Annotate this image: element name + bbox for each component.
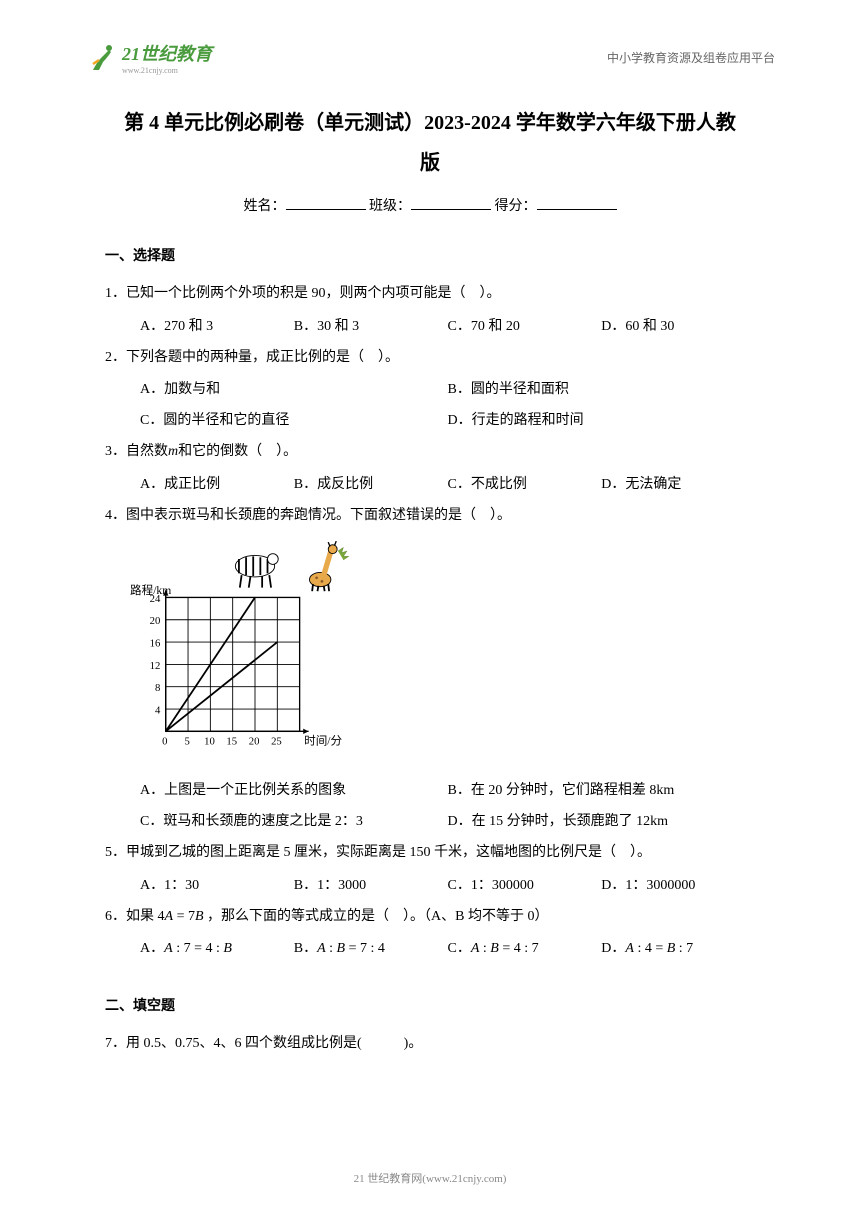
question-2-options: A．加数与和 B．圆的半径和面积 C．圆的半径和它的直径 D．行走的路程和时间 [105,375,755,437]
name-label: 姓名： [244,199,286,214]
logo-runner-icon [85,42,117,74]
logo-brand-text: 21世纪教育 [122,44,212,64]
q2-option-b: B．圆的半径和面积 [448,375,756,406]
question-4-options: A．上图是一个正比例关系的图象 B．在 20 分钟时，它们路程相差 8km C．… [105,776,755,838]
class-blank[interactable] [411,196,491,210]
x-tick-20: 20 [249,736,260,748]
score-label: 得分： [495,199,537,214]
y-tick-24: 24 [150,593,161,605]
logo: 21世纪教育 www.21cnjy.com [85,40,212,75]
x-tick-25: 25 [271,736,282,748]
q1-option-a: A．270 和 3 [140,312,294,343]
y-tick-12: 12 [150,660,161,672]
q2-option-c: C．圆的半径和它的直径 [140,406,448,437]
q6-equation: 4A = 7B [154,909,207,924]
x-axis-arrow [303,729,308,734]
q3-text-post: 和它的倒数（ ）。 [178,444,297,459]
section-2-title: 二、填空题 [105,995,755,1015]
page-footer: 21 世纪教育网(www.21cnjy.com) [0,1170,860,1186]
q4-option-a: A．上图是一个正比例关系的图象 [140,776,448,807]
x-tick-5: 5 [184,736,189,748]
main-content: 第 4 单元比例必刷卷（单元测试）2023-2024 学年数学六年级下册人教 版… [0,85,860,1060]
origin-0: 0 [162,736,167,748]
exam-title-line2: 版 [105,146,755,175]
q3-option-a: A．成正比例 [140,470,294,501]
question-7: 7．用 0.5、0.75、4、6 四个数组成比例是( )。 [105,1029,755,1060]
q1-option-c: C．70 和 20 [448,312,602,343]
q3-option-d: D．无法确定 [601,470,755,501]
y-tick-20: 20 [150,616,161,628]
question-5: 5．甲城到乙城的图上距离是 5 厘米，实际距离是 150 千米，这幅地图的比例尺… [105,838,755,869]
question-3-options: A．成正比例 B．成反比例 C．不成比例 D．无法确定 [105,470,755,501]
q2-option-a: A．加数与和 [140,375,448,406]
y-tick-16: 16 [150,638,161,650]
y-tick-8: 8 [155,683,160,695]
q3-variable-m: m [168,444,178,459]
exam-title-line1: 第 4 单元比例必刷卷（单元测试）2023-2024 学年数学六年级下册人教 [105,105,755,141]
x-axis-label: 时间/分 [304,735,342,748]
q6-text-post: ，那么下面的等式成立的是（ ）。（A、B 均不等于 0） [207,909,548,924]
logo-url-text: www.21cnjy.com [122,66,212,75]
q6-option-c: C．A : B = 4 : 7 [448,934,602,965]
q3-option-b: B．成反比例 [294,470,448,501]
q5-option-a: A．1：30 [140,871,294,902]
q6-text-pre: 6．如果 [105,909,154,924]
q5-option-c: C．1：300000 [448,871,602,902]
x-tick-10: 10 [204,736,215,748]
class-label: 班级： [369,199,411,214]
student-info-line: 姓名： 班级： 得分： [105,195,755,215]
question-6-options: A．A : 7 = 4 : B B．A : B = 7 : 4 C．A : B … [105,934,755,965]
q6-option-a: A．A : 7 = 4 : B [140,934,294,965]
question-5-options: A．1：30 B．1：3000 C．1：300000 D．1：3000000 [105,871,755,902]
header-platform-text: 中小学教育资源及组卷应用平台 [607,49,775,66]
q3-text-pre: 3．自然数 [105,444,168,459]
q6-option-d: D．A : 4 = B : 7 [601,934,755,965]
y-tick-4: 4 [155,705,161,717]
question-1-options: A．270 和 3 B．30 和 3 C．70 和 20 D．60 和 30 [105,312,755,343]
chart-container: 路程/km 24 20 16 12 [105,541,755,766]
question-2: 2．下列各题中的两种量，成正比例的是（ ）。 [105,343,755,374]
q4-option-c: C．斑马和长颈鹿的速度之比是 2：3 [140,807,448,838]
q3-option-c: C．不成比例 [448,470,602,501]
q1-option-b: B．30 和 3 [294,312,448,343]
q5-option-d: D．1：3000000 [601,871,755,902]
q2-option-d: D．行走的路程和时间 [448,406,756,437]
score-blank[interactable] [537,196,617,210]
question-3: 3．自然数m和它的倒数（ ）。 [105,437,755,468]
giraffe-icon [309,542,348,592]
q4-option-b: B．在 20 分钟时，它们路程相差 8km [448,776,756,807]
question-1: 1．已知一个比例两个外项的积是 90，则两个内项可能是（ ）。 [105,279,755,310]
logo-text-group: 21世纪教育 www.21cnjy.com [122,40,212,75]
q1-option-d: D．60 和 30 [601,312,755,343]
name-blank[interactable] [286,196,366,210]
zebra-icon [235,554,278,588]
x-tick-15: 15 [226,736,237,748]
q5-option-b: B．1：3000 [294,871,448,902]
distance-time-chart: 路程/km 24 20 16 12 [130,541,380,761]
q4-option-d: D．在 15 分钟时，长颈鹿跑了 12km [448,807,756,838]
q6-option-b: B．A : B = 7 : 4 [294,934,448,965]
question-4: 4．图中表示斑马和长颈鹿的奔跑情况。下面叙述错误的是（ ）。 [105,501,755,532]
section-1-title: 一、选择题 [105,245,755,265]
page-header: 21世纪教育 www.21cnjy.com 中小学教育资源及组卷应用平台 [0,0,860,85]
question-6: 6．如果 4A = 7B ，那么下面的等式成立的是（ ）。（A、B 均不等于 0… [105,902,755,933]
chart-grid [166,598,300,732]
